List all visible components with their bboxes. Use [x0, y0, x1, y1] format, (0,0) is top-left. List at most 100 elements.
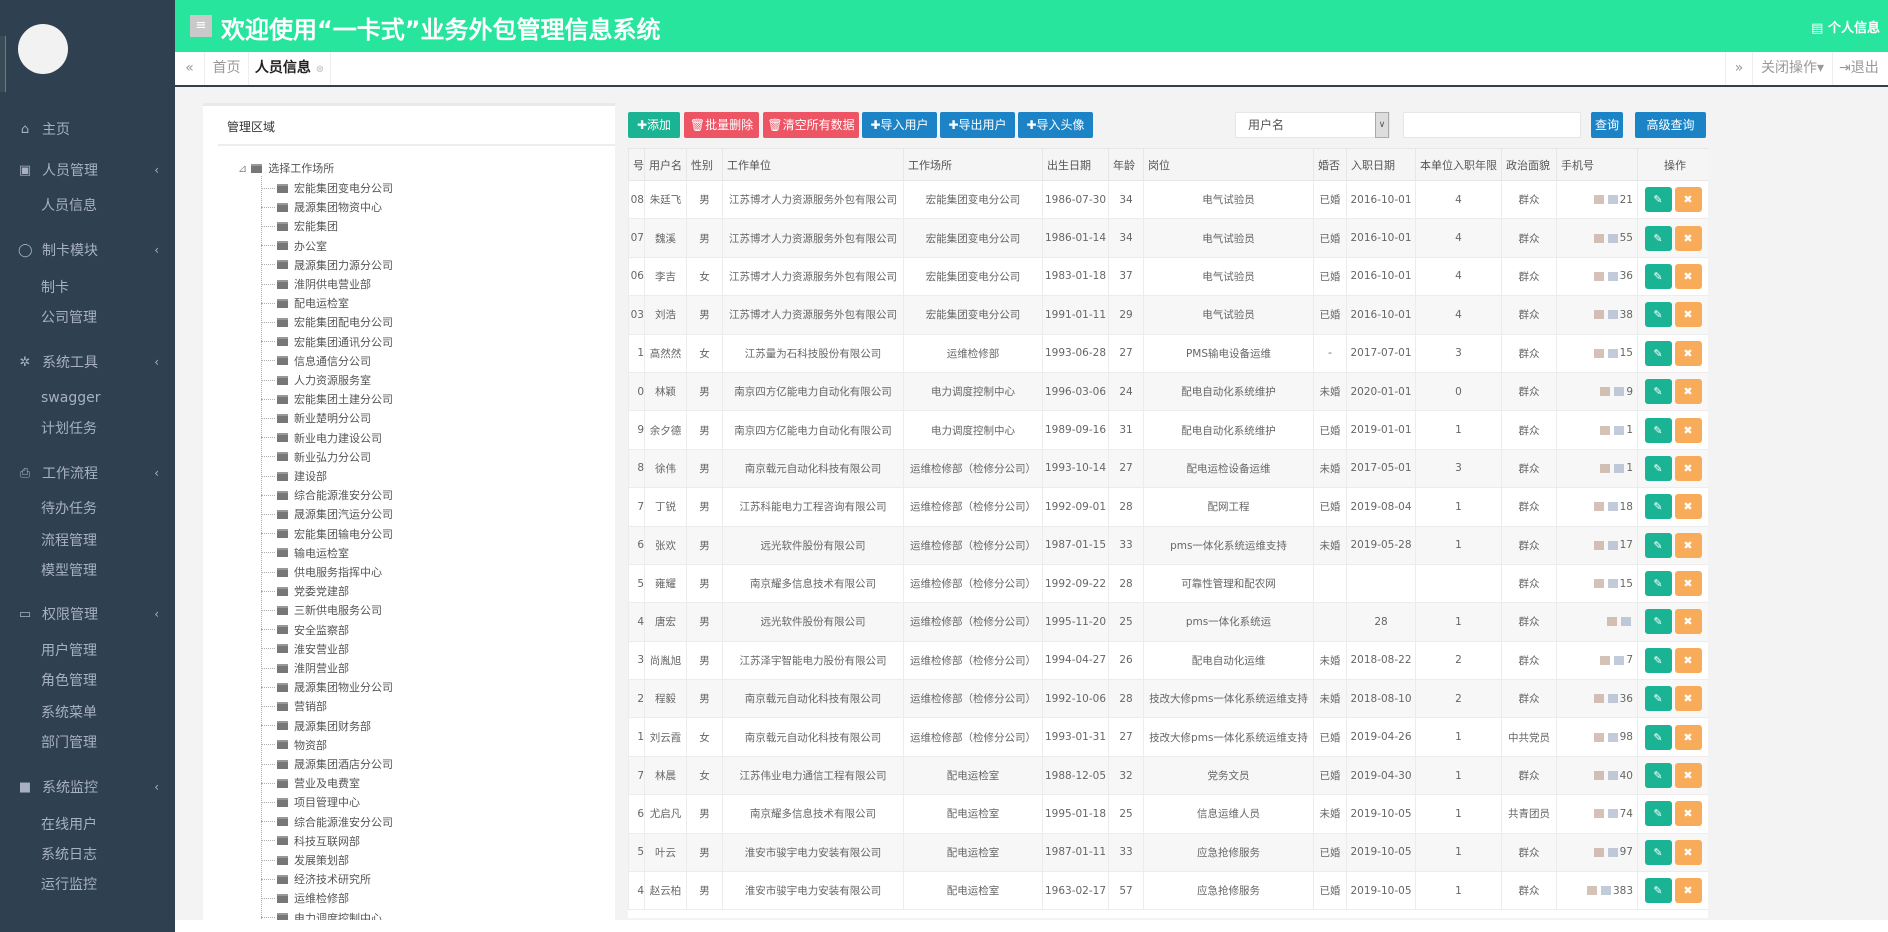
delete-icon[interactable]: ✖	[1674, 686, 1702, 712]
tree-node[interactable]: 宏能集团土建分公司	[261, 391, 393, 407]
edit-icon[interactable]: ✎	[1644, 571, 1672, 597]
delete-icon[interactable]: ✖	[1674, 763, 1702, 789]
tree-node[interactable]: 建设部	[261, 468, 327, 484]
edit-icon[interactable]: ✎	[1644, 340, 1672, 366]
sidebar-subitem[interactable]: swagger	[41, 390, 101, 406]
menu-toggle-icon[interactable]: ≡	[190, 15, 212, 37]
column-header[interactable]: 工作场所	[903, 148, 1043, 181]
delete-icon[interactable]: ✖	[1674, 878, 1702, 904]
sidebar-subitem[interactable]: 运行监控	[41, 877, 97, 893]
delete-icon[interactable]: ✖	[1674, 187, 1702, 213]
search-field-select[interactable]: 用户名 ∨	[1235, 112, 1390, 138]
edit-icon[interactable]: ✎	[1644, 263, 1672, 289]
tree-node[interactable]: 输电运检室	[261, 545, 349, 561]
tree-node[interactable]: 营销部	[261, 698, 327, 714]
tree-node[interactable]: 晟源集团财务部	[261, 718, 371, 734]
sidebar-subitem[interactable]: 计划任务	[41, 421, 97, 437]
sidebar-item-5[interactable]: ▭ 权限管理 ‹	[0, 602, 175, 626]
tree-node[interactable]: 经济技术研究所	[261, 871, 371, 887]
tree-node[interactable]: 党委党建部	[261, 583, 349, 599]
sidebar-subitem[interactable]: 流程管理	[41, 533, 97, 549]
tree-node[interactable]: 晟源集团物业分公司	[261, 679, 393, 695]
tree-root[interactable]: ⊿ 选择工作场所	[238, 160, 334, 176]
add-button[interactable]: ✚添加	[628, 112, 680, 138]
tree-node[interactable]: 晟源集团汽运分公司	[261, 506, 393, 522]
delete-icon[interactable]: ✖	[1674, 609, 1702, 635]
sidebar-subitem[interactable]: 公司管理	[41, 310, 97, 326]
close-tab-icon[interactable]: ⊗	[315, 64, 325, 75]
tree-node[interactable]: 宏能集团	[261, 218, 338, 234]
sidebar-subitem[interactable]: 人员信息	[41, 198, 97, 214]
tree-node[interactable]: 信息通信分公司	[261, 353, 371, 369]
tree-expand-icon[interactable]: ⊿	[238, 161, 248, 175]
edit-icon[interactable]: ✎	[1644, 417, 1672, 443]
tree-node[interactable]: 宏能集团变电分公司	[261, 180, 393, 196]
edit-icon[interactable]: ✎	[1644, 647, 1672, 673]
edit-icon[interactable]: ✎	[1644, 187, 1672, 213]
user-avatar[interactable]	[18, 24, 68, 74]
column-header[interactable]: 工作单位	[722, 148, 904, 181]
tree-node[interactable]: 综合能源淮安分公司	[261, 487, 393, 503]
tree-node[interactable]: 晟源集团酒店分公司	[261, 756, 393, 772]
close-operations-dropdown[interactable]: 关闭操作▾	[1753, 52, 1833, 85]
tree-node[interactable]: 科技互联网部	[261, 833, 360, 849]
export-users-button[interactable]: ✚导出用户	[940, 112, 1015, 138]
edit-icon[interactable]: ✎	[1644, 763, 1672, 789]
delete-icon[interactable]: ✖	[1674, 571, 1702, 597]
sidebar-subitem[interactable]: 在线用户	[41, 817, 97, 833]
sidebar-item-0[interactable]: ⌂ 主页	[0, 117, 175, 141]
scroll-left-icon[interactable]: «	[175, 52, 205, 85]
edit-icon[interactable]: ✎	[1644, 494, 1672, 520]
edit-icon[interactable]: ✎	[1644, 609, 1672, 635]
batch-delete-button[interactable]: 🗑批量删除	[684, 112, 759, 138]
sidebar-subitem[interactable]: 模型管理	[41, 563, 97, 579]
column-header[interactable]: 岗位	[1143, 148, 1314, 181]
delete-icon[interactable]: ✖	[1674, 455, 1702, 481]
column-header[interactable]: 年龄	[1108, 148, 1144, 181]
tree-node[interactable]: 综合能源淮安分公司	[261, 814, 393, 830]
delete-icon[interactable]: ✖	[1674, 225, 1702, 251]
query-button[interactable]: 查询	[1591, 112, 1623, 138]
tree-node[interactable]: 宏能集团配电分公司	[261, 314, 393, 330]
tree-node[interactable]: 新业楚明分公司	[261, 410, 371, 426]
column-header[interactable]: 用户名	[644, 148, 687, 181]
delete-icon[interactable]: ✖	[1674, 263, 1702, 289]
sidebar-subitem[interactable]: 待办任务	[41, 501, 97, 517]
tree-node[interactable]: 项目管理中心	[261, 794, 360, 810]
advanced-query-button[interactable]: 高级查询	[1635, 112, 1706, 138]
sidebar-item-3[interactable]: ✲ 系统工具 ‹	[0, 350, 175, 374]
tree-node[interactable]: 供电服务指挥中心	[261, 564, 382, 580]
delete-icon[interactable]: ✖	[1674, 647, 1702, 673]
profile-link[interactable]: ▤ 个人信息	[1811, 17, 1880, 36]
scroll-right-icon[interactable]: »	[1725, 52, 1753, 85]
tree-node[interactable]: 安全监察部	[261, 622, 349, 638]
tree-node[interactable]: 发展策划部	[261, 852, 349, 868]
tree-node[interactable]: 办公室	[261, 238, 327, 254]
tree-node[interactable]: 宏能集团输电分公司	[261, 526, 393, 542]
delete-icon[interactable]: ✖	[1674, 494, 1702, 520]
tree-node[interactable]: 物资部	[261, 737, 327, 753]
column-header[interactable]: 性别	[686, 148, 723, 181]
column-header[interactable]: 婚否	[1313, 148, 1347, 181]
sidebar-item-2[interactable]: ◯ 制卡模块 ‹	[0, 238, 175, 262]
tree-node[interactable]: 三新供电服务公司	[261, 602, 382, 618]
sidebar-subitem[interactable]: 制卡	[41, 280, 69, 296]
tab-home[interactable]: 首页	[205, 52, 249, 85]
tree-node[interactable]: 淮阴营业部	[261, 660, 349, 676]
edit-icon[interactable]: ✎	[1644, 302, 1672, 328]
sidebar-item-4[interactable]: ⎙ 工作流程 ‹	[0, 461, 175, 485]
tab-personnel-info[interactable]: 人员信息 ⊗	[249, 52, 331, 85]
sidebar-item-1[interactable]: ▣ 人员管理 ‹	[0, 158, 175, 182]
delete-icon[interactable]: ✖	[1674, 801, 1702, 827]
sidebar-subitem[interactable]: 系统日志	[41, 847, 97, 863]
edit-icon[interactable]: ✎	[1644, 839, 1672, 865]
tree-node[interactable]: 营业及电费室	[261, 775, 360, 791]
sidebar-subitem[interactable]: 用户管理	[41, 643, 97, 659]
edit-icon[interactable]: ✎	[1644, 801, 1672, 827]
tree-node[interactable]: 新业电力建设公司	[261, 430, 382, 446]
import-avatars-button[interactable]: ✚导入头像	[1018, 112, 1093, 138]
column-header[interactable]: 政治面貌	[1501, 148, 1557, 181]
tree-node[interactable]: 配电运检室	[261, 295, 349, 311]
column-header[interactable]: 手机号	[1556, 148, 1638, 181]
delete-icon[interactable]: ✖	[1674, 379, 1702, 405]
